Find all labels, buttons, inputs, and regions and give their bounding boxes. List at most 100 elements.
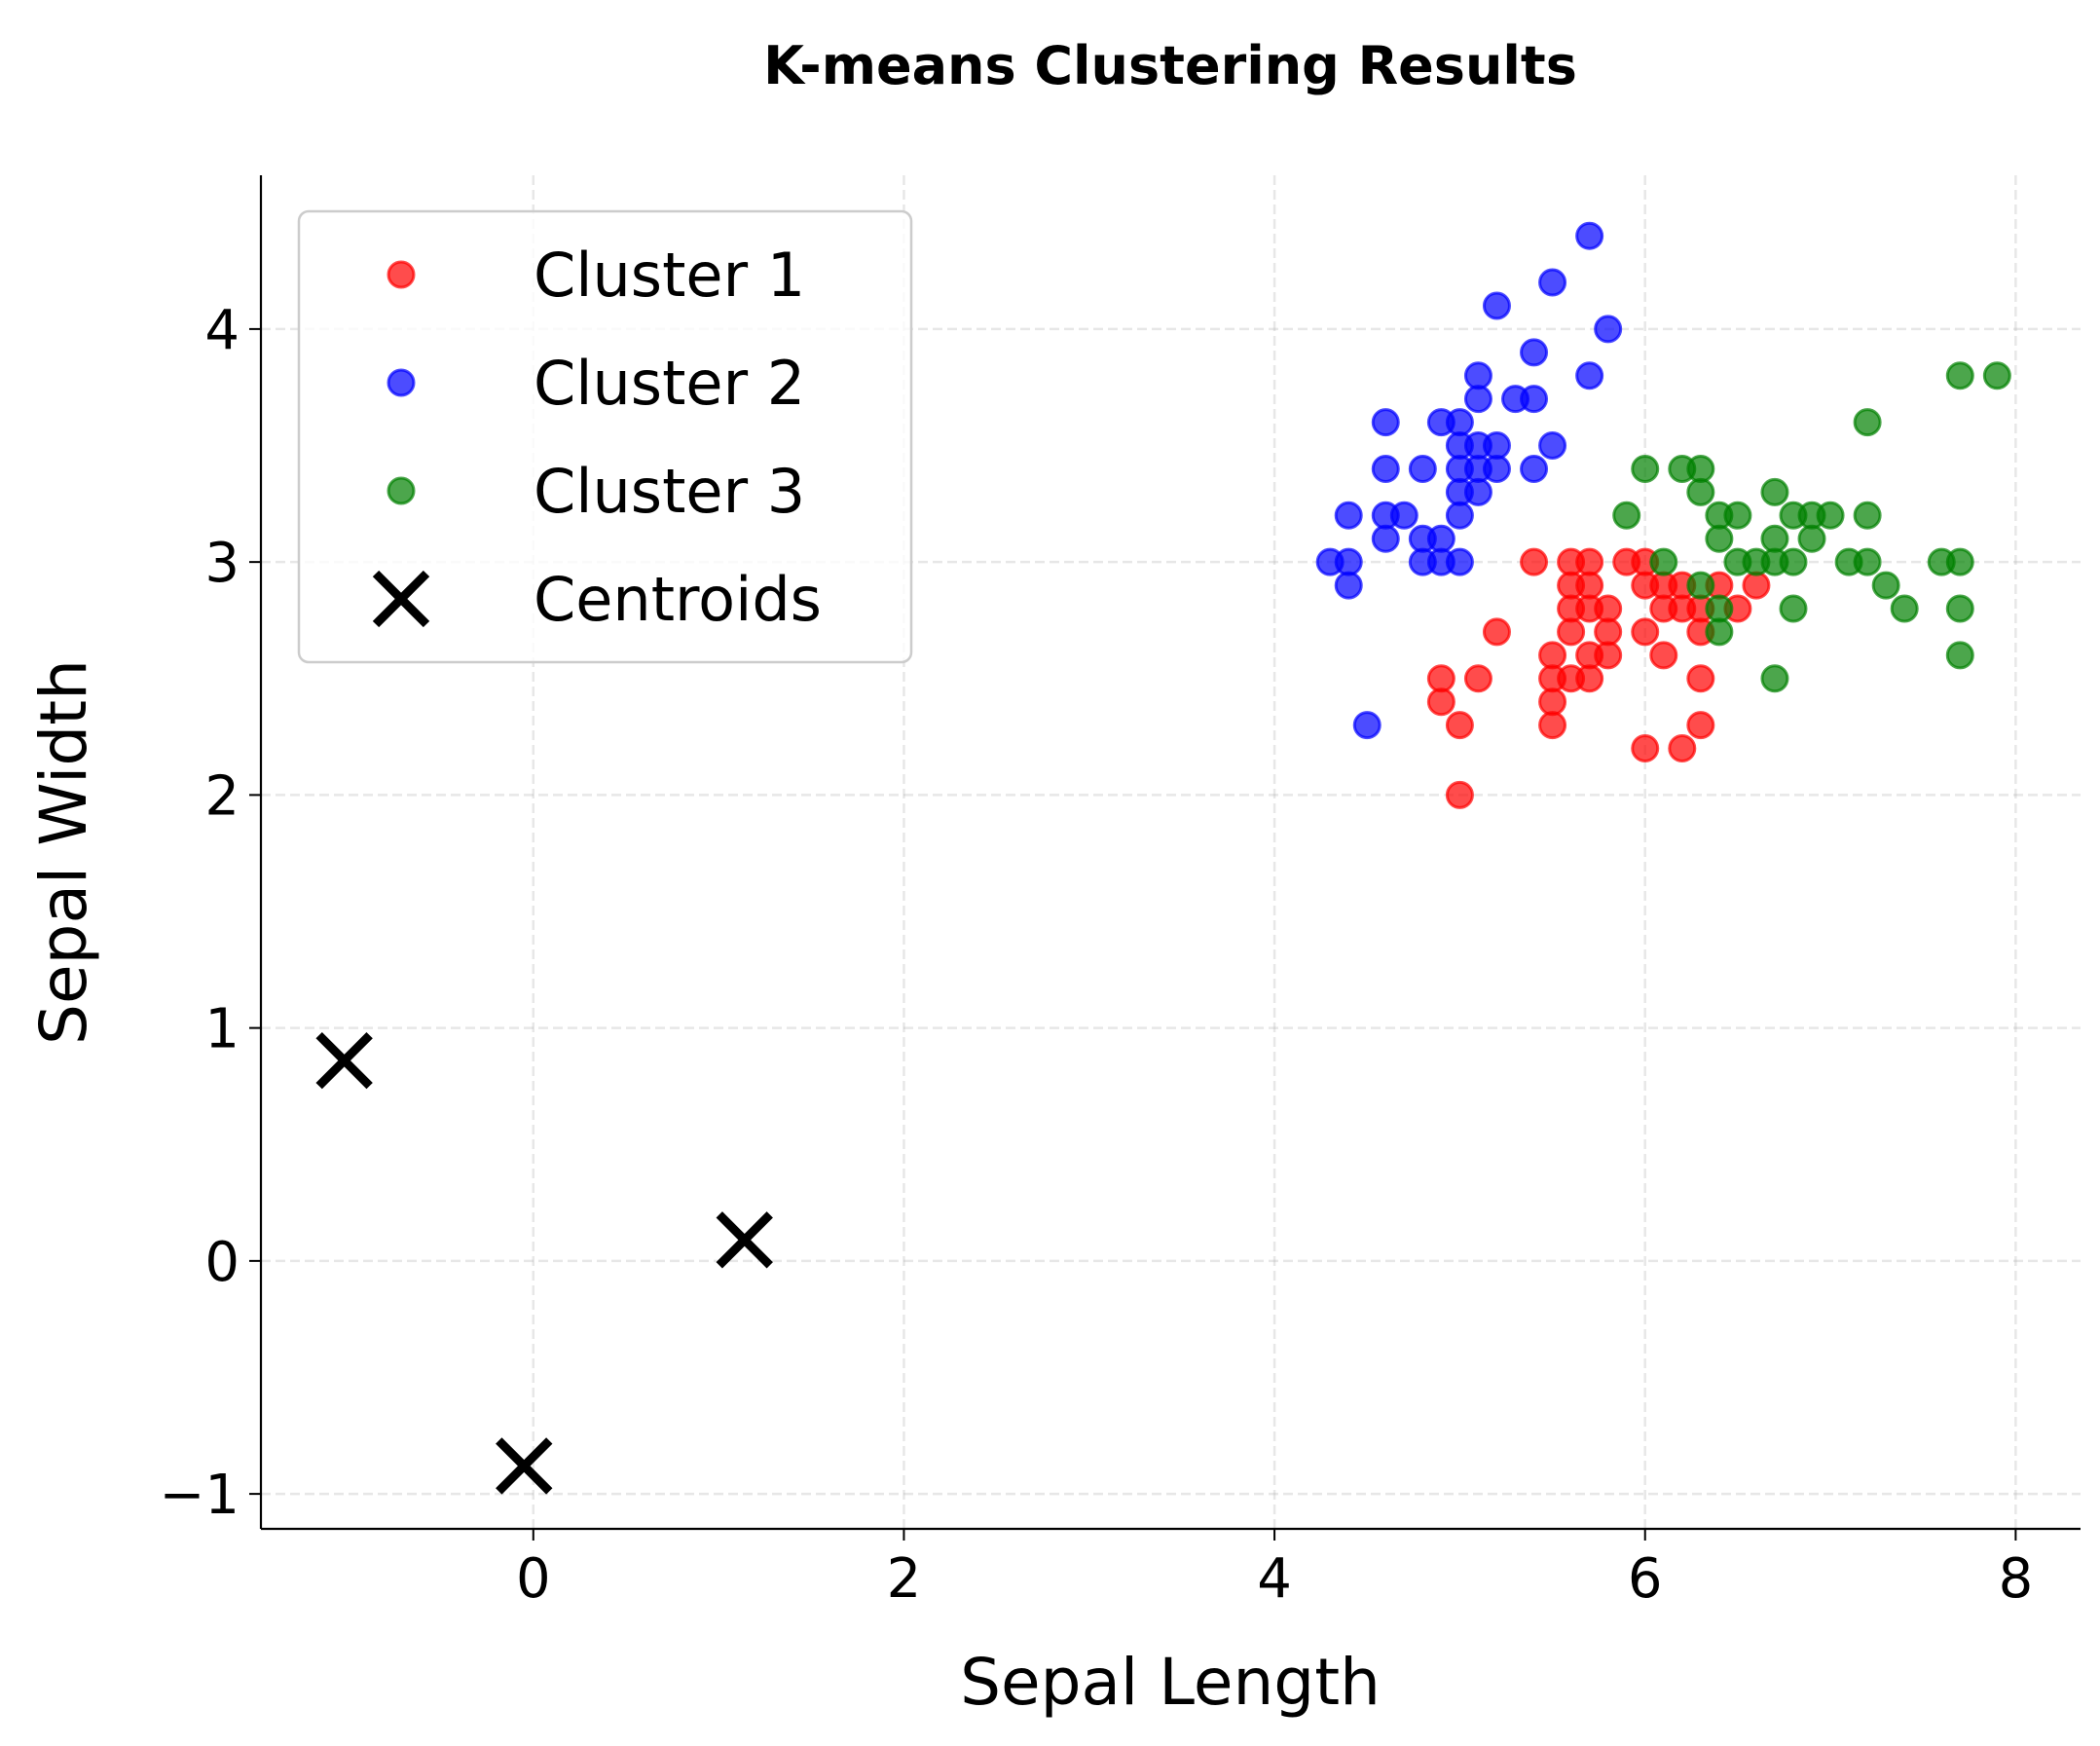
- data-point: [1705, 594, 1734, 623]
- data-point: [1779, 594, 1808, 623]
- data-point: [1631, 454, 1660, 483]
- data-point: [1482, 291, 1511, 320]
- data-point: [1631, 617, 1660, 647]
- data-point: [1575, 664, 1604, 693]
- data-point: [1463, 385, 1492, 414]
- data-point: [1371, 524, 1400, 553]
- data-point: [1557, 617, 1586, 647]
- x-tick-label: 8: [1999, 1547, 2034, 1611]
- data-point: [1686, 477, 1715, 506]
- data-point: [1797, 524, 1826, 553]
- data-point: [1594, 641, 1623, 670]
- data-point: [1686, 664, 1715, 693]
- data-point: [1371, 408, 1400, 437]
- data-point: [1686, 454, 1715, 483]
- data-point: [1945, 641, 1974, 670]
- data-point: [1686, 711, 1715, 740]
- data-point: [1538, 431, 1567, 461]
- data-point: [1463, 477, 1492, 506]
- data-point: [1334, 571, 1363, 600]
- data-point: [1463, 664, 1492, 693]
- legend-marker-circle-icon: [387, 260, 416, 289]
- data-point: [1705, 524, 1734, 553]
- data-point: [1945, 547, 1974, 576]
- data-point: [1482, 454, 1511, 483]
- data-point: [1538, 687, 1567, 717]
- data-point: [1538, 711, 1567, 740]
- chart-title: K-means Clustering Results: [763, 35, 1577, 96]
- data-point: [1482, 431, 1511, 461]
- data-point: [1352, 711, 1382, 740]
- y-tick-label: 4: [204, 299, 239, 362]
- data-point: [1649, 547, 1678, 576]
- data-point: [1594, 617, 1623, 647]
- data-point: [1742, 571, 1771, 600]
- x-tick-label: 4: [1257, 1547, 1292, 1611]
- legend-marker-circle-icon: [387, 368, 416, 397]
- data-point: [1334, 547, 1363, 576]
- data-point: [1760, 524, 1789, 553]
- data-point: [1520, 547, 1549, 576]
- data-point: [1426, 664, 1455, 693]
- data-point: [1890, 594, 1919, 623]
- y-tick-label: 0: [204, 1231, 239, 1294]
- data-point: [1945, 361, 1974, 390]
- legend: Cluster 1 Cluster 2 Cluster 3 Centroids: [297, 209, 913, 664]
- data-point: [1445, 711, 1474, 740]
- data-point: [1612, 501, 1641, 530]
- x-axis-label: Sepal Length: [960, 1645, 1381, 1720]
- legend-marker-x-icon: [372, 570, 430, 628]
- legend-marker-circle-icon: [387, 476, 416, 505]
- legend-entry-label: Cluster 2: [534, 348, 805, 419]
- x-tick-label: 6: [1628, 1547, 1663, 1611]
- data-point: [1371, 454, 1400, 483]
- data-point: [1668, 734, 1697, 763]
- data-point: [1463, 361, 1492, 390]
- data-point: [1538, 268, 1567, 297]
- y-tick-label: 1: [204, 998, 239, 1061]
- legend-entry-label: Centroids: [534, 564, 822, 635]
- y-tick-label: 2: [204, 764, 239, 828]
- data-point: [1575, 547, 1604, 576]
- data-point: [1760, 664, 1789, 693]
- data-point: [1445, 547, 1474, 576]
- data-point: [1816, 501, 1845, 530]
- data-point: [1760, 477, 1789, 506]
- data-point: [1723, 501, 1752, 530]
- data-point: [1408, 454, 1437, 483]
- data-points: [315, 221, 2011, 1495]
- data-point: [1334, 501, 1363, 530]
- data-point: [1445, 780, 1474, 809]
- data-point: [1445, 501, 1474, 530]
- x-tick-label: 2: [887, 1547, 922, 1611]
- centroid-marker: [716, 1211, 773, 1269]
- data-point: [1575, 361, 1604, 390]
- centroid-marker: [496, 1437, 553, 1495]
- y-tick-label: 3: [204, 532, 239, 595]
- data-point: [1520, 338, 1549, 367]
- axes: 0 2 4 6 8 −1 0 1 2 3 4: [159, 175, 2081, 1611]
- data-point: [1705, 617, 1734, 647]
- data-point: [1686, 571, 1715, 600]
- data-point: [1779, 547, 1808, 576]
- legend-box: [297, 209, 913, 664]
- y-tick-label: −1: [159, 1464, 239, 1527]
- data-point: [1853, 501, 1882, 530]
- data-point: [1538, 641, 1567, 670]
- data-point: [1631, 734, 1660, 763]
- data-point: [1575, 571, 1604, 600]
- data-point: [1482, 617, 1511, 647]
- centroid-marker: [315, 1031, 373, 1090]
- data-point: [1445, 408, 1474, 437]
- data-point: [1594, 594, 1623, 623]
- data-point: [1945, 594, 1974, 623]
- data-point: [1426, 524, 1455, 553]
- legend-entry-label: Cluster 3: [534, 456, 805, 527]
- data-point: [1853, 408, 1882, 437]
- data-point: [1649, 641, 1678, 670]
- data-point: [1853, 547, 1882, 576]
- data-point: [1575, 221, 1604, 250]
- data-point: [1389, 501, 1418, 530]
- data-point: [1871, 571, 1900, 600]
